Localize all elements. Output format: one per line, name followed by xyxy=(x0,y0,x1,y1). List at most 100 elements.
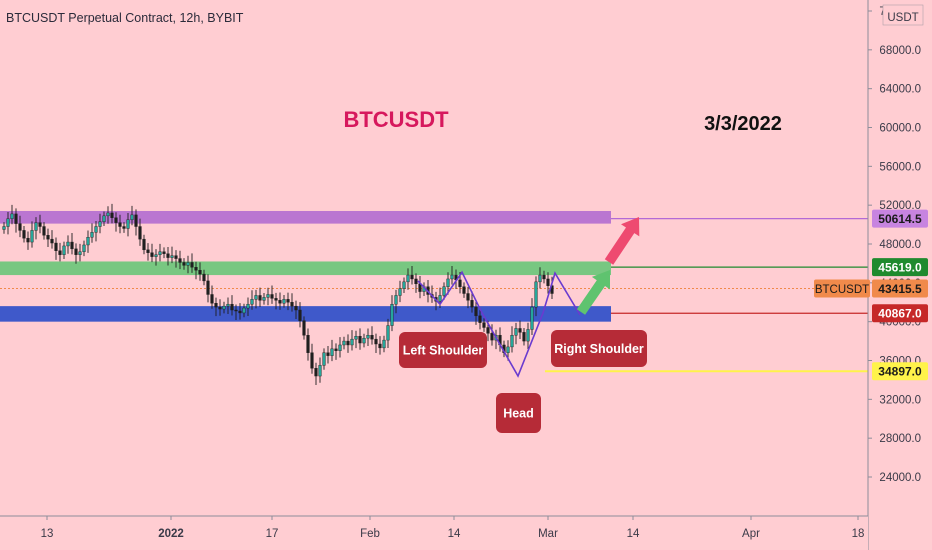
candle xyxy=(278,292,282,310)
candle xyxy=(86,230,90,253)
candle xyxy=(274,292,278,310)
green-arrow xyxy=(576,270,610,315)
annotation-title: BTCUSDT xyxy=(343,107,449,132)
y-tick-label: 48000.0 xyxy=(879,239,921,251)
price-label-text: 45619.0 xyxy=(878,261,922,275)
candle xyxy=(194,261,198,280)
candle xyxy=(42,222,46,240)
candle xyxy=(294,300,298,320)
candle xyxy=(466,286,470,309)
candle xyxy=(222,301,226,314)
pink-arrow xyxy=(604,217,640,265)
candle xyxy=(186,255,190,274)
price-label: 50614.5 xyxy=(872,209,928,228)
candle xyxy=(310,343,314,374)
candle xyxy=(90,223,94,243)
candle xyxy=(314,362,318,386)
candle xyxy=(534,276,538,317)
neckline-zone xyxy=(0,261,611,276)
candle xyxy=(62,241,66,260)
candle xyxy=(178,250,182,270)
candle xyxy=(26,231,30,250)
candle xyxy=(270,285,274,304)
candle xyxy=(542,270,546,284)
right-shoulder-label: Right Shoulder xyxy=(551,330,647,367)
candle xyxy=(406,268,410,290)
left-shoulder-label-text: Left Shoulder xyxy=(403,344,484,358)
candle xyxy=(146,243,150,261)
candle xyxy=(374,333,378,354)
chart-header: BTCUSDT Perpetual Contract, 12h, BYBIT xyxy=(6,11,244,25)
candle xyxy=(266,287,270,306)
candle xyxy=(390,295,394,332)
candle xyxy=(78,243,82,262)
candle xyxy=(98,213,102,234)
candle xyxy=(202,269,206,286)
candle xyxy=(126,213,130,237)
candle xyxy=(350,330,354,351)
candle xyxy=(286,292,290,311)
candle xyxy=(298,302,302,328)
candle xyxy=(482,318,486,332)
candle xyxy=(514,322,518,345)
candle xyxy=(238,303,242,320)
candle xyxy=(462,282,466,298)
candle xyxy=(54,237,58,260)
interval-label[interactable]: 12h xyxy=(179,11,201,25)
candle xyxy=(14,208,18,233)
candle xyxy=(362,333,366,348)
candle xyxy=(198,262,202,281)
candle xyxy=(242,303,246,318)
candle xyxy=(142,234,146,255)
candle xyxy=(402,277,406,294)
candle xyxy=(154,249,158,266)
candle xyxy=(110,203,114,224)
candle xyxy=(522,327,526,346)
candle xyxy=(50,230,54,249)
head-label: Head xyxy=(496,393,541,433)
candle xyxy=(30,221,34,248)
candle xyxy=(418,275,422,299)
candle xyxy=(302,316,306,340)
candle xyxy=(398,280,402,303)
candle xyxy=(210,285,214,309)
candle xyxy=(22,226,26,243)
candle xyxy=(130,205,134,226)
left-shoulder-label: Left Shoulder xyxy=(399,332,487,368)
support-zone xyxy=(0,306,611,322)
candle xyxy=(386,318,390,348)
candle xyxy=(366,328,370,347)
candle xyxy=(38,214,42,234)
candle xyxy=(162,247,166,259)
axis-unit: USDT xyxy=(882,4,924,26)
x-tick-label: 14 xyxy=(448,528,461,540)
candle xyxy=(150,243,154,263)
y-tick-label: 64000.0 xyxy=(879,84,921,96)
symbol-tag: BTCUSDT xyxy=(814,279,870,298)
candle xyxy=(358,328,362,350)
candle xyxy=(258,287,262,308)
candle xyxy=(490,324,494,346)
y-tick-label: 52000.0 xyxy=(879,200,921,212)
candle xyxy=(478,307,482,330)
candle xyxy=(322,348,326,370)
axis-unit-text: USDT xyxy=(887,12,918,24)
candle xyxy=(354,330,358,349)
price-label-text: 50614.5 xyxy=(878,212,922,226)
price-label-text: 40867.0 xyxy=(878,307,922,321)
symbol-title[interactable]: BTCUSDT Perpetual Contract xyxy=(6,11,173,25)
candle xyxy=(446,272,450,295)
candle xyxy=(170,246,174,264)
candle xyxy=(538,267,542,289)
y-tick-label: 28000.0 xyxy=(879,433,921,445)
price-label: 45619.0 xyxy=(872,258,928,277)
candle xyxy=(10,204,14,225)
candle xyxy=(334,343,338,360)
candle xyxy=(66,235,70,254)
candle xyxy=(470,291,474,313)
candle xyxy=(338,337,342,358)
candle xyxy=(190,253,194,273)
candle xyxy=(330,339,334,362)
